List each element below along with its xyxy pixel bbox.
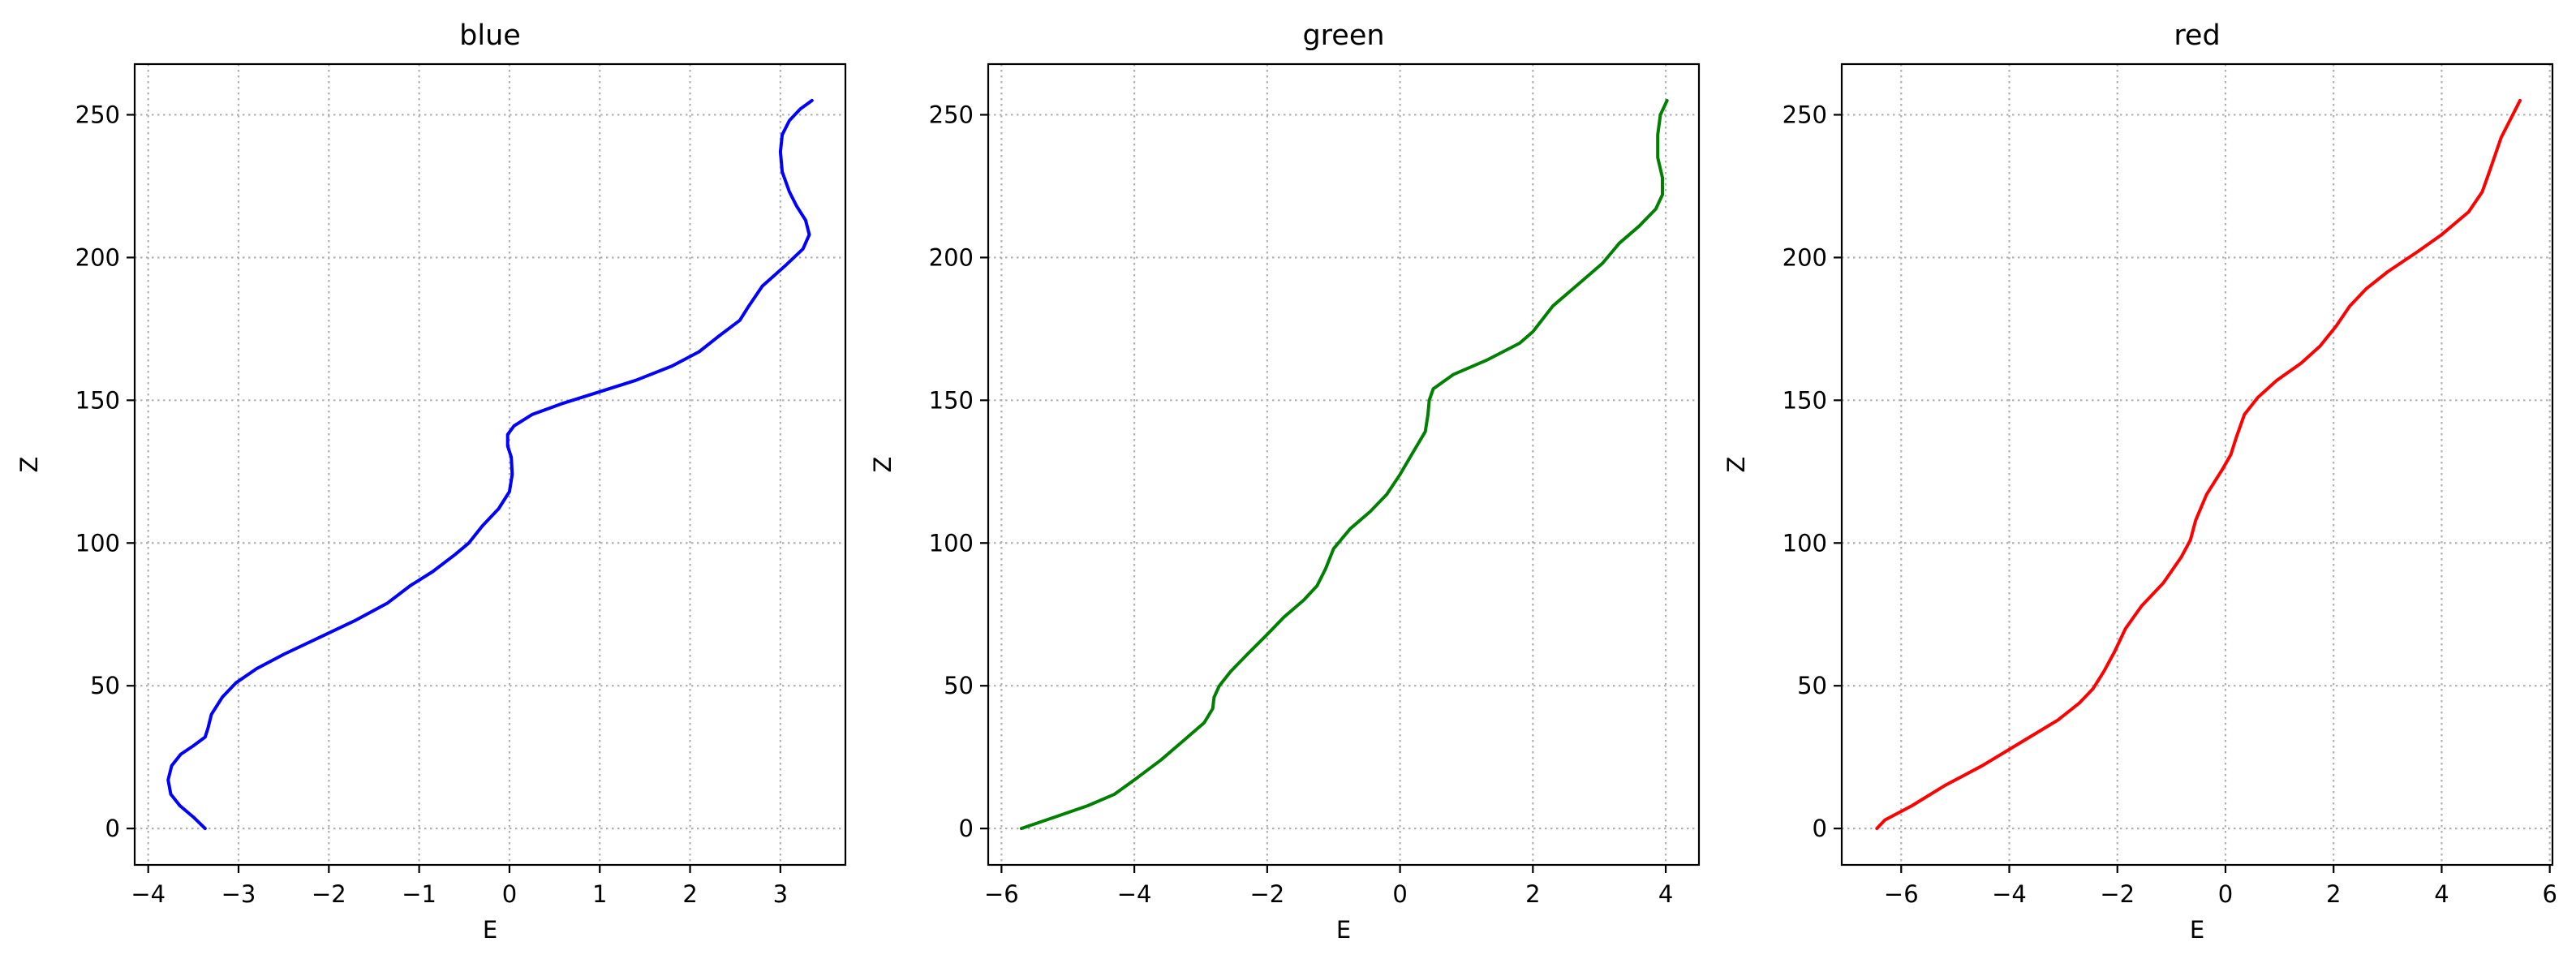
x-tick-label: 2 [1525, 880, 1540, 908]
x-axis-label: E [1336, 916, 1351, 944]
y-tick-label: 250 [75, 101, 120, 128]
y-axis-label: Z [869, 457, 897, 473]
x-tick-label: −1 [402, 880, 437, 908]
subplot-blue: −4 −3 −2 −1 0 1 2 3 0 50 100 150 200 250 blue E Z [15, 19, 847, 944]
y-tick-label: 0 [959, 815, 974, 842]
x-tick-label: −6 [1884, 880, 1919, 908]
y-axis-label: Z [15, 457, 43, 473]
x-tick-label: −4 [131, 880, 166, 908]
y-tick-label: 200 [1783, 243, 1827, 271]
y-tick-label: 250 [929, 101, 974, 128]
y-axis-label: Z [1722, 457, 1750, 473]
x-tick-label: −2 [1249, 880, 1284, 908]
subplot-title: red [2174, 19, 2220, 52]
x-axis-label: E [2190, 916, 2204, 944]
subplot-title: green [1302, 19, 1384, 52]
x-tick-label: 2 [682, 880, 697, 908]
axes-frame [1840, 62, 2554, 867]
series-line-green [1019, 98, 1669, 831]
y-tick-label: 50 [944, 672, 974, 699]
x-tick-label: −4 [1117, 880, 1152, 908]
subplot-green: −6 −4 −2 0 2 4 0 50 100 150 200 250 green E Z [869, 19, 1701, 944]
y-tick-label: 0 [1813, 815, 1827, 842]
x-tick-label: 4 [2434, 880, 2449, 908]
y-tick-label: 100 [1783, 529, 1827, 557]
x-axis-label: E [483, 916, 497, 944]
y-tick-label: 200 [929, 243, 974, 271]
series-line-red [1875, 98, 2522, 831]
subplot-red: −6 −4 −2 0 2 4 6 0 50 100 150 200 250 red E Z [1722, 19, 2557, 944]
y-tick-label: 100 [75, 529, 120, 557]
x-tick-label: −2 [2100, 880, 2135, 908]
y-tick-label: 0 [105, 815, 120, 842]
x-tick-label: 0 [502, 880, 517, 908]
x-tick-label: −2 [312, 880, 346, 908]
y-tick-label: 150 [75, 386, 120, 414]
x-tick-label: 6 [2542, 880, 2557, 908]
y-tick-label: 50 [90, 672, 120, 699]
x-tick-label: −4 [1992, 880, 2027, 908]
x-tick-label: −6 [984, 880, 1019, 908]
series-line-blue [166, 98, 814, 831]
x-tick-label: 0 [1392, 880, 1407, 908]
y-tick-label: 150 [1783, 386, 1827, 414]
y-tick-label: 100 [929, 529, 974, 557]
y-tick-label: 200 [75, 243, 120, 271]
y-tick-label: 250 [1783, 101, 1827, 128]
x-tick-label: 0 [2218, 880, 2233, 908]
x-tick-label: 4 [1658, 880, 1673, 908]
x-tick-label: 3 [773, 880, 788, 908]
subplot-title: blue [459, 19, 521, 52]
x-tick-label: 2 [2326, 880, 2341, 908]
y-tick-label: 50 [1797, 672, 1827, 699]
x-tick-label: −3 [221, 880, 256, 908]
x-tick-label: 1 [592, 880, 607, 908]
y-tick-label: 150 [929, 386, 974, 414]
axes-frame [987, 62, 1701, 867]
axes-frame [133, 62, 847, 867]
